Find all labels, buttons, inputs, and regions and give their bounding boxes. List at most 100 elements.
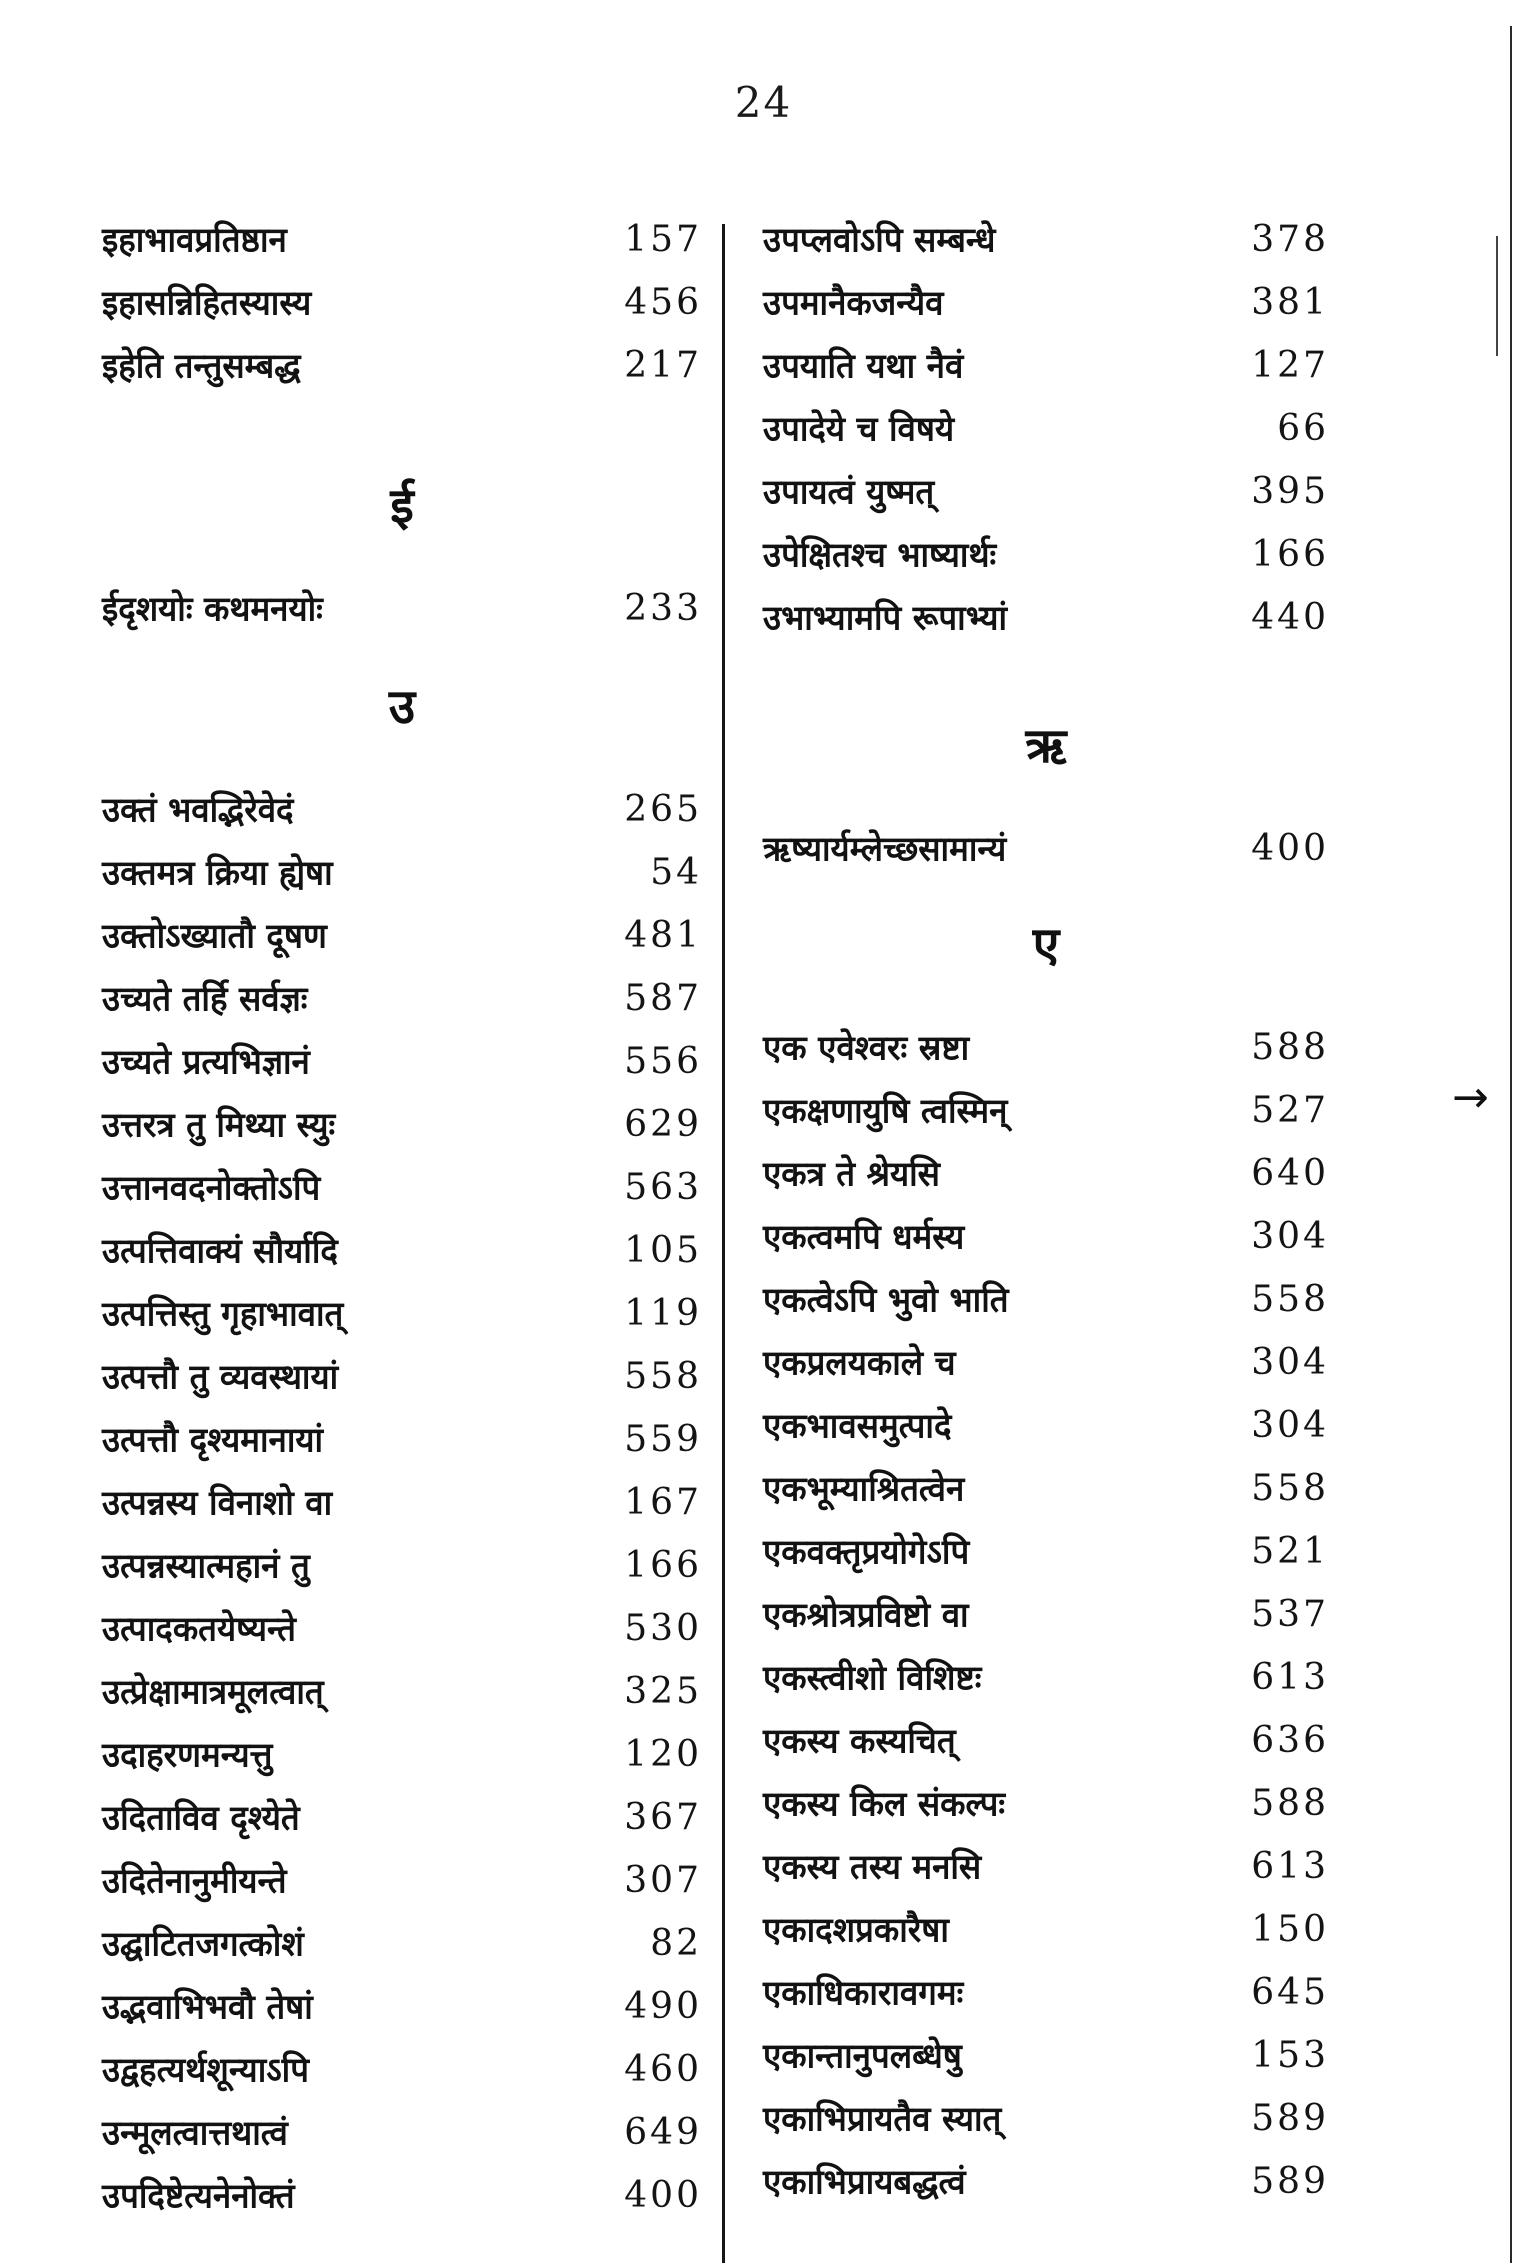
entry-page-number: 400 [1251,828,1329,869]
entry-page-number: 166 [624,1545,702,1586]
index-entry-row: उत्तरत्र तु मिथ्या स्युः 629 [102,1093,702,1156]
entry-term: एकप्रलयकाले च [763,1342,956,1383]
entry-page-number: 537 [1251,1594,1329,1635]
index-entry-row: उत्पन्नस्य विनाशो वा 167 [102,1471,702,1534]
entry-term: ऋष्यार्यम्लेच्छसामान्यं [763,828,1007,869]
index-entry-row: उपप्लवोऽपि सम्बन्धे 378 [763,208,1329,271]
entry-page-number: 558 [624,1356,702,1397]
entry-term: उद्घाटितजगत्कोशं [102,1923,304,1964]
entry-page-number: 587 [624,978,702,1019]
index-entry-row: उपदिष्टेत्यनेनोक्तं 400 [102,2164,702,2227]
index-entry-row: एकस्य किल संकल्पः 588 [763,1772,1329,1835]
entry-page-number: 233 [624,588,702,629]
entry-page-number: 82 [650,1923,702,1964]
scan-edge-dash [1496,236,1498,356]
index-entry-row: एकभावसमुत्पादे 304 [763,1394,1329,1457]
index-entry-row: उक्तं भवद्भिरेवेदं 265 [102,778,702,841]
entry-term: एक एवेश्वरः स्रष्टा [763,1027,970,1068]
margin-arrow-mark: → [1452,1072,1489,1123]
entry-page-number: 589 [1251,2098,1329,2139]
entry-page-number: 105 [624,1230,702,1271]
index-entry-row: उत्तानवदनोक्तोऽपि 563 [102,1156,702,1219]
index-entry-row: इहासन्निहितस्यास्य 456 [102,271,702,334]
entry-page-number: 613 [1251,1846,1329,1887]
index-entry-row: एकादशप्रकारैषा 150 [763,1898,1329,1961]
entry-term: एकान्तानुपलब्धेषु [763,2035,962,2076]
index-entry-row: उत्पत्तौ तु व्यवस्थायां 558 [102,1345,702,1408]
entry-term: ईदृशयोः कथमनयोः [102,588,323,629]
section-letter: उ [388,679,416,735]
index-column-left: इहाभावप्रतिष्ठान 157 इहासन्निहितस्यास्य 456… [102,208,702,2227]
index-entry-row: एकस्य तस्य मनसि 613 [763,1835,1329,1898]
index-entry-row: उक्तमत्र क्रिया ह्येषा 54 [102,841,702,904]
index-entry-row: उत्पत्तिवाक्यं सौर्यादि 105 [102,1219,702,1282]
entry-page-number: 304 [1251,1342,1329,1383]
entry-term: उदाहरणमन्यत्तु [102,1734,273,1775]
entry-page-number: 645 [1251,1972,1329,2013]
entry-term: एकत्र ते श्रेयसि [763,1153,940,1194]
entry-term: उत्पादकतयेष्यन्ते [102,1608,296,1649]
entry-term: एकस्त्वीशो विशिष्टः [763,1657,982,1698]
index-entry-row: उदिताविव दृश्येते 367 [102,1786,702,1849]
entry-page-number: 217 [624,345,702,386]
index-entry-row: उन्मूलत्वात्तथात्वं 649 [102,2101,702,2164]
section-letter: ई [390,478,414,534]
entry-term: उदितेनानुमीयन्ते [102,1860,287,1901]
entry-term: उत्तानवदनोक्तोऽपि [102,1167,321,1208]
entry-page-number: 54 [650,852,702,893]
entry-term: उद्भवाभिभवौ तेषां [102,1986,313,2027]
entry-term: एकत्वमपि धर्मस्य [763,1216,965,1257]
entry-term: उपादेये च विषये [763,408,955,449]
entry-term: उत्पन्नस्य विनाशो वा [102,1482,333,1523]
index-entry-row: एकभूम्याश्रितत्वेन 558 [763,1457,1329,1520]
index-entry-row: एकाभिप्रायबद्धत्वं 589 [763,2150,1329,2213]
entry-term: उभाभ्यामपि रूपाभ्यां [763,597,1008,638]
entry-term: उत्पत्तिस्तु गृहाभावात् [102,1293,344,1334]
index-entry-row: इहेति तन्तुसम्बद्ध 217 [102,334,702,397]
entry-term: उपेक्षितश्च भाष्यार्थः [763,534,997,575]
entry-term: एकभावसमुत्पादे [763,1405,952,1446]
index-entry-row: उपयाति यथा नैवं 127 [763,334,1329,397]
index-entry-row: उद्घाटितजगत्कोशं 82 [102,1912,702,1975]
entry-page-number: 381 [1251,282,1329,323]
entry-term: एकवक्तृप्रयोगेऽपि [763,1531,970,1572]
entry-term: उपप्लवोऽपि सम्बन्धे [763,219,996,260]
entry-term: उच्यते प्रत्यभिज्ञानं [102,1041,310,1082]
entry-term: एकाधिकारावगमः [763,1972,964,2013]
entry-term: एकभूम्याश्रितत्वेन [763,1468,965,1509]
entry-page-number: 636 [1251,1720,1329,1761]
entry-page-number: 640 [1251,1153,1329,1194]
section-letter: ए [1032,917,1060,973]
entry-page-number: 588 [1251,1783,1329,1824]
entry-page-number: 66 [1277,408,1329,449]
entry-page-number: 481 [624,915,702,956]
entry-page-number: 378 [1251,219,1329,260]
entry-page-number: 265 [624,789,702,830]
entry-page-number: 119 [624,1293,702,1334]
entry-page-number: 588 [1251,1027,1329,1068]
entry-term: एकक्षणायुषि त्वस्मिन् [763,1090,1008,1131]
entry-page-number: 530 [624,1608,702,1649]
entry-term: उपायत्वं युष्मत् [763,471,935,512]
index-entry-row: उद्वहत्यर्थशून्याऽपि 460 [102,2038,702,2101]
index-entry-row: उपमानैकजन्यैव 381 [763,271,1329,334]
entry-page-number: 460 [624,2049,702,2090]
entry-term: एकादशप्रकारैषा [763,1909,949,1950]
entry-page-number: 395 [1251,471,1329,512]
entry-page-number: 304 [1251,1216,1329,1257]
entry-page-number: 367 [624,1797,702,1838]
entry-page-number: 307 [624,1860,702,1901]
entry-term: उपदिष्टेत्यनेनोक्तं [102,2175,295,2216]
index-entry-row: उक्तोऽख्यातौ दूषण 481 [102,904,702,967]
entry-term: उन्मूलत्वात्तथात्वं [102,2112,288,2153]
index-entry-row: उत्प्रेक्षामात्रमूलत्वात् 325 [102,1660,702,1723]
entry-term: इहाभावप्रतिष्ठान [102,219,287,260]
index-column-right: उपप्लवोऽपि सम्बन्धे 378 उपमानैकजन्यैव 381 उप… [763,208,1329,2213]
entry-page-number: 127 [1251,345,1329,386]
entry-term: उक्तोऽख्यातौ दूषण [102,915,327,956]
index-entry-row: उपादेये च विषये 66 [763,397,1329,460]
index-entry-row: एक एवेश्वरः स्रष्टा 588 [763,1016,1329,1079]
index-entry-row: एकत्वमपि धर्मस्य 304 [763,1205,1329,1268]
index-entry-row: एकश्रोत्रप्रविष्टो वा 537 [763,1583,1329,1646]
index-entry-row: एकस्य कस्यचित् 636 [763,1709,1329,1772]
